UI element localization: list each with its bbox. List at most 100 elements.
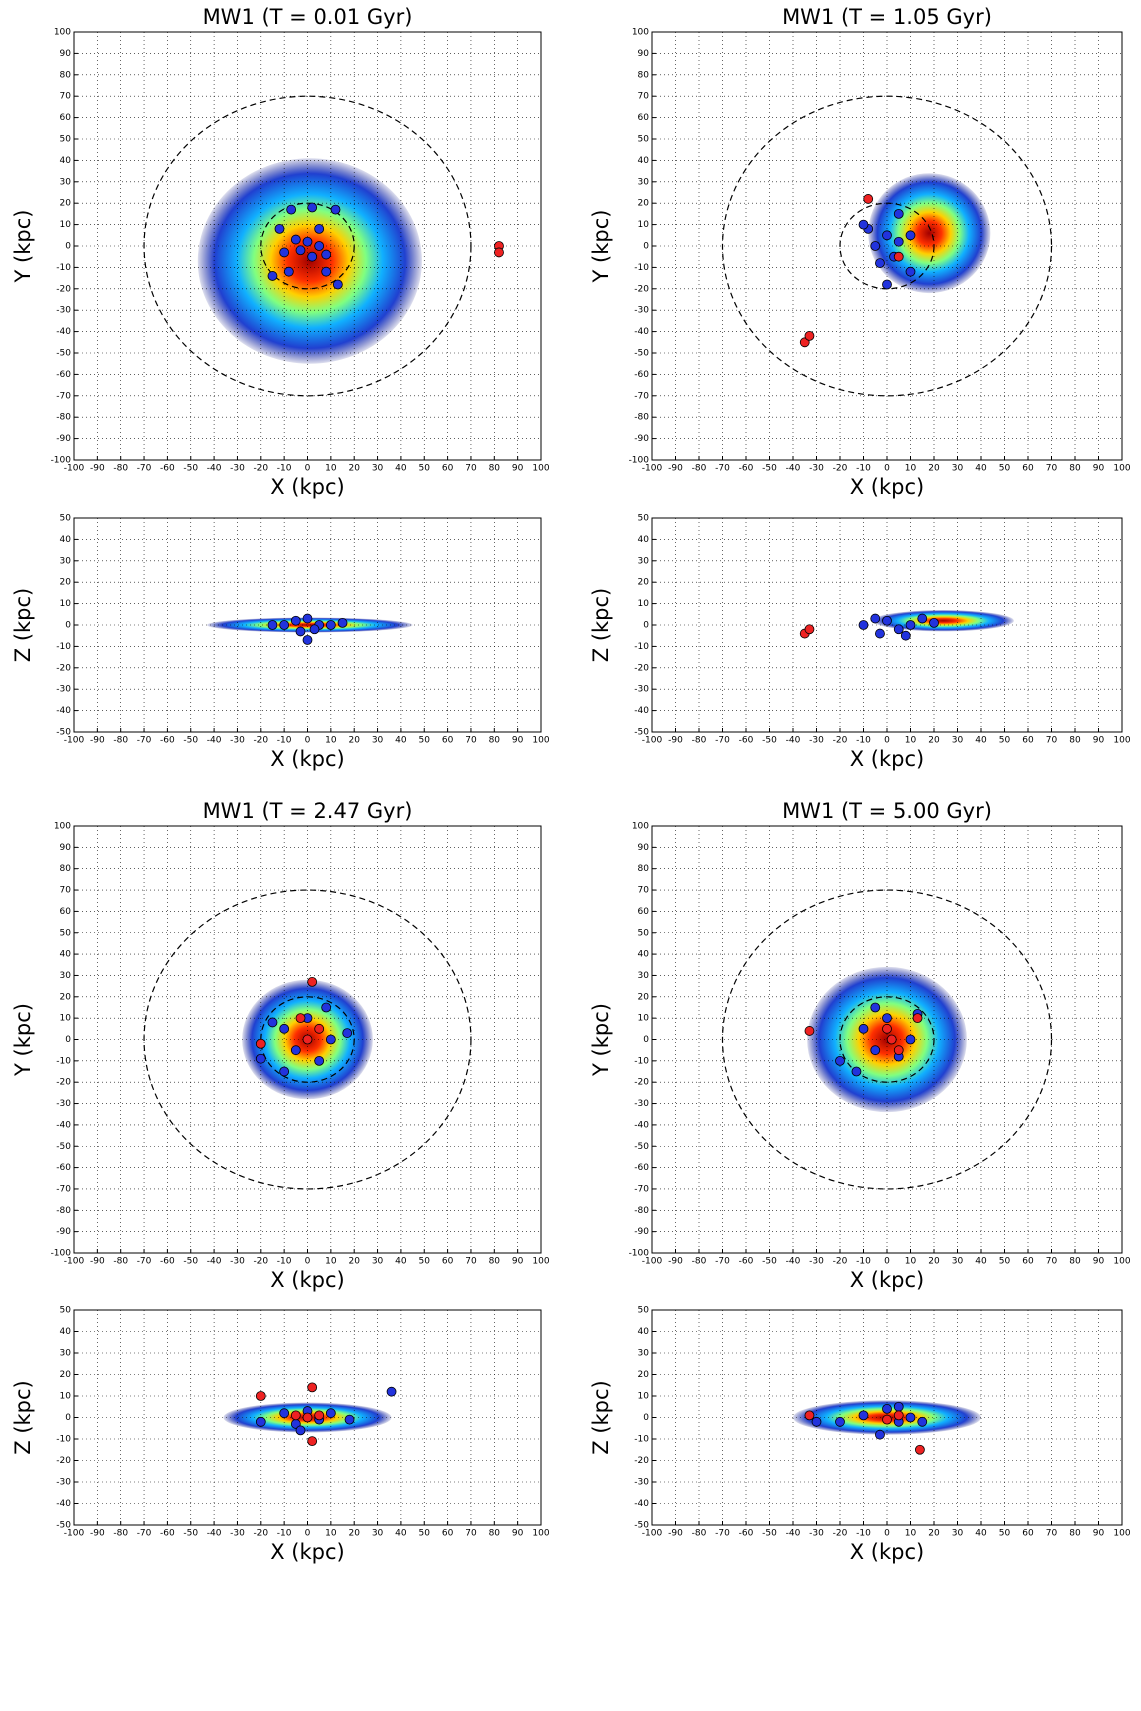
x-tick-label: -10 bbox=[856, 736, 871, 746]
y-tick-label: 40 bbox=[60, 156, 72, 166]
y-tick-label: -20 bbox=[634, 1078, 649, 1088]
point bbox=[325, 1408, 336, 1419]
x-tick-label: 20 bbox=[348, 1257, 360, 1267]
x-tick-label: -60 bbox=[739, 1529, 754, 1539]
x-tick-label: -90 bbox=[90, 464, 105, 474]
x-tick-label: 80 bbox=[1069, 1529, 1081, 1539]
point bbox=[875, 258, 885, 269]
x-tick-label: -20 bbox=[833, 464, 848, 474]
y-tick-label: -20 bbox=[56, 284, 71, 294]
x-tick-label: 70 bbox=[465, 1257, 477, 1267]
x-tick-label: 60 bbox=[1022, 1529, 1034, 1539]
point bbox=[870, 613, 881, 624]
x-tick-label: 30 bbox=[372, 464, 384, 474]
y-tick-label: -40 bbox=[56, 1499, 71, 1509]
x-tick-label: -30 bbox=[809, 464, 824, 474]
x-tick-label: 80 bbox=[489, 736, 501, 746]
panel: -100 -90 -80 -70 -60 -50 -40 -30 -20 -10 0 10 20 30 40… bbox=[589, 1306, 1131, 1565]
y-tick-label: 70 bbox=[60, 92, 72, 102]
y-tick-label: -50 bbox=[56, 1142, 71, 1152]
point bbox=[870, 241, 881, 251]
point bbox=[255, 1038, 266, 1049]
y-tick-label: 0 bbox=[65, 1035, 71, 1045]
x-axis-label: X (kpc) bbox=[270, 747, 344, 771]
y-tick-label: 50 bbox=[60, 514, 72, 524]
x-tick-label: -100 bbox=[64, 1529, 85, 1539]
x-tick-label: 70 bbox=[465, 736, 477, 746]
panel: -100 -90 -80 -70 -60 -50 -40 -30 -20 -10 0 10 20 30 40… bbox=[11, 799, 550, 1292]
x-tick-label: 80 bbox=[489, 1529, 501, 1539]
x-tick-label: 70 bbox=[1046, 1257, 1058, 1267]
point bbox=[295, 1013, 306, 1024]
y-tick-label: 0 bbox=[65, 1413, 71, 1423]
x-tick-label: 70 bbox=[465, 464, 477, 474]
point bbox=[905, 1034, 916, 1045]
point bbox=[325, 620, 336, 630]
point bbox=[267, 271, 278, 281]
x-tick-label: 50 bbox=[419, 1257, 431, 1267]
x-tick-label: -40 bbox=[786, 1529, 801, 1539]
x-tick-label: -40 bbox=[207, 1529, 222, 1539]
y-tick-label: 80 bbox=[638, 864, 650, 874]
point bbox=[344, 1414, 355, 1425]
y-tick-label: 20 bbox=[60, 578, 72, 588]
y-tick-label: -70 bbox=[56, 1184, 71, 1194]
chart-title: MW1 (T = 0.01 Gyr) bbox=[203, 5, 413, 29]
plot-area bbox=[74, 826, 541, 1253]
y-tick-label: 60 bbox=[60, 113, 72, 123]
x-tick-label: -30 bbox=[230, 736, 245, 746]
point bbox=[804, 330, 815, 341]
y-tick-label: -100 bbox=[51, 456, 72, 466]
x-tick-label: 70 bbox=[465, 1529, 477, 1539]
x-tick-label: 40 bbox=[975, 1257, 987, 1267]
x-tick-label: -50 bbox=[183, 1257, 198, 1267]
x-tick-label: -40 bbox=[786, 1257, 801, 1267]
y-tick-label: 50 bbox=[638, 514, 650, 524]
x-tick-label: -10 bbox=[277, 1529, 292, 1539]
x-tick-label: -40 bbox=[786, 736, 801, 746]
y-tick-label: 30 bbox=[60, 556, 72, 566]
point bbox=[255, 1391, 266, 1401]
x-tick-label: 20 bbox=[348, 1529, 360, 1539]
y-tick-label: -20 bbox=[634, 1456, 649, 1466]
y-tick-label: 10 bbox=[638, 599, 650, 609]
point bbox=[314, 1055, 325, 1066]
point bbox=[900, 630, 911, 641]
y-axis-label: Z (kpc) bbox=[589, 588, 613, 662]
y-tick-label: -10 bbox=[56, 263, 71, 273]
x-tick-label: -40 bbox=[207, 736, 222, 746]
y-tick-label: -60 bbox=[634, 370, 649, 380]
y-tick-label: 50 bbox=[638, 928, 650, 938]
x-tick-label: 10 bbox=[905, 1529, 917, 1539]
point bbox=[321, 249, 332, 260]
x-axis-label: X (kpc) bbox=[850, 1540, 924, 1564]
y-tick-label: 30 bbox=[60, 177, 72, 187]
point bbox=[279, 1023, 290, 1034]
x-tick-label: 80 bbox=[1069, 464, 1081, 474]
y-tick-label: -30 bbox=[634, 685, 649, 695]
chart-title: MW1 (T = 1.05 Gyr) bbox=[782, 5, 992, 29]
point bbox=[835, 1416, 845, 1427]
x-tick-label: -20 bbox=[833, 1257, 848, 1267]
point bbox=[870, 1002, 881, 1013]
x-tick-label: 10 bbox=[905, 1257, 917, 1267]
x-tick-label: 10 bbox=[325, 464, 337, 474]
x-tick-label: -80 bbox=[113, 736, 128, 746]
x-tick-label: 20 bbox=[348, 464, 360, 474]
x-tick-label: -30 bbox=[230, 1529, 245, 1539]
point bbox=[893, 1401, 904, 1412]
x-tick-label: 10 bbox=[905, 464, 917, 474]
point bbox=[858, 219, 869, 230]
y-tick-label: 20 bbox=[60, 199, 72, 209]
x-tick-label: 50 bbox=[999, 736, 1011, 746]
point bbox=[893, 208, 904, 219]
x-tick-label: 40 bbox=[395, 1529, 407, 1539]
point bbox=[882, 1414, 892, 1425]
y-tick-label: -10 bbox=[634, 1435, 649, 1445]
x-tick-label: -80 bbox=[113, 1529, 128, 1539]
panel: -100 -90 -80 -70 -60 -50 -40 -30 -20 -10 0 10 20 30 40… bbox=[589, 799, 1131, 1292]
y-tick-label: -30 bbox=[56, 1478, 71, 1488]
point bbox=[295, 626, 306, 637]
y-tick-label: 20 bbox=[638, 199, 650, 209]
point bbox=[804, 624, 815, 635]
